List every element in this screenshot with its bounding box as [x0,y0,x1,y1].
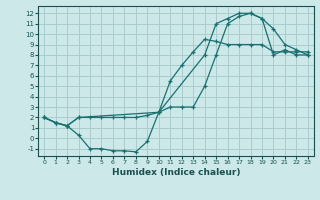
X-axis label: Humidex (Indice chaleur): Humidex (Indice chaleur) [112,168,240,177]
